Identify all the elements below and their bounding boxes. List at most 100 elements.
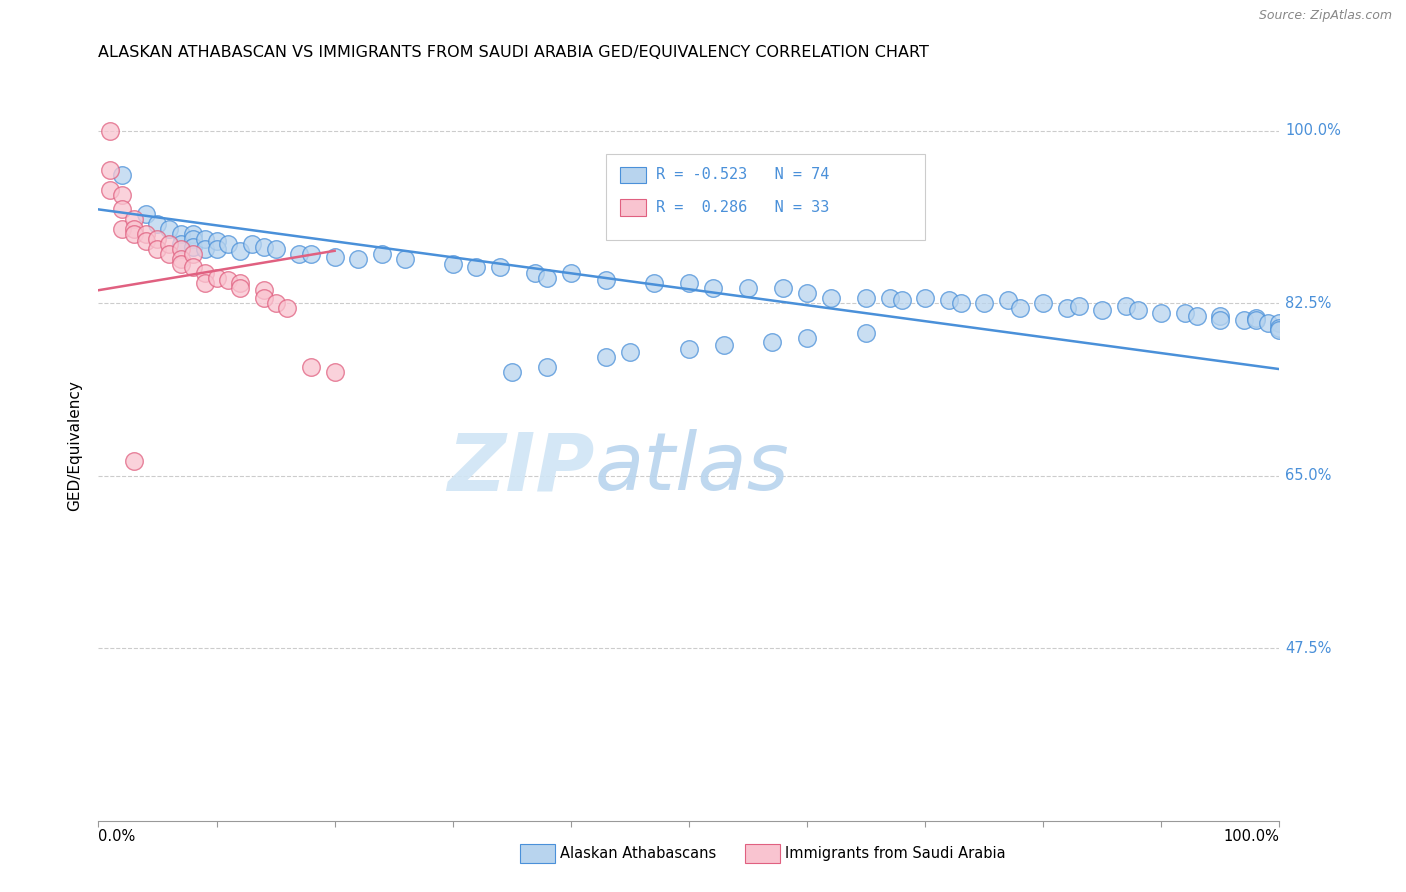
Point	[240, 236, 263, 251]
Text: R = -0.523   N = 74: R = -0.523 N = 74	[655, 168, 830, 182]
Point	[146, 217, 169, 231]
Point	[170, 236, 193, 251]
Point	[157, 222, 180, 236]
Point	[205, 271, 228, 285]
Point	[772, 281, 794, 295]
Point	[1091, 302, 1114, 317]
Point	[949, 296, 972, 310]
Point	[1209, 309, 1232, 323]
Point	[1268, 320, 1291, 334]
Point	[135, 227, 157, 241]
Point	[205, 242, 228, 256]
Point	[194, 277, 217, 291]
Text: 65.0%: 65.0%	[1285, 468, 1331, 483]
Point	[253, 240, 276, 254]
Point	[122, 227, 145, 241]
Point	[761, 335, 783, 350]
Text: atlas: atlas	[595, 429, 789, 508]
Point	[135, 234, 157, 248]
Point	[678, 277, 700, 291]
Point	[1115, 299, 1137, 313]
Point	[135, 207, 157, 221]
Point	[98, 183, 121, 197]
Point	[820, 291, 842, 305]
Point	[1126, 302, 1149, 317]
Point	[146, 232, 169, 246]
Point	[170, 242, 193, 256]
Point	[98, 123, 121, 137]
Point	[465, 260, 488, 274]
Point	[194, 232, 217, 246]
Point	[595, 351, 617, 365]
Point	[194, 242, 217, 256]
Point	[1257, 316, 1279, 330]
Point	[181, 232, 204, 246]
Point	[170, 252, 193, 266]
Point	[347, 252, 370, 266]
Text: R =  0.286   N = 33: R = 0.286 N = 33	[655, 200, 830, 215]
Point	[181, 260, 204, 274]
Point	[619, 345, 641, 359]
Point	[702, 281, 724, 295]
Point	[441, 257, 464, 271]
Point	[111, 202, 134, 217]
Point	[181, 246, 204, 260]
Text: Alaskan Athabascans: Alaskan Athabascans	[560, 847, 716, 861]
Point	[997, 293, 1019, 307]
Point	[796, 286, 818, 301]
Point	[938, 293, 960, 307]
Point	[914, 291, 936, 305]
Point	[536, 271, 558, 285]
Text: 0.0%: 0.0%	[98, 829, 135, 844]
Text: Immigrants from Saudi Arabia: Immigrants from Saudi Arabia	[785, 847, 1005, 861]
Point	[122, 222, 145, 236]
Point	[181, 240, 204, 254]
Point	[170, 227, 193, 241]
Point	[122, 454, 145, 468]
Point	[323, 365, 346, 379]
Point	[855, 291, 877, 305]
Point	[157, 236, 180, 251]
Point	[111, 222, 134, 236]
Point	[1209, 313, 1232, 327]
Point	[229, 281, 252, 295]
Point	[122, 212, 145, 227]
Point	[1150, 306, 1173, 320]
Text: 82.5%: 82.5%	[1285, 295, 1331, 310]
Point	[299, 246, 322, 260]
Text: 100.0%: 100.0%	[1223, 829, 1279, 844]
Point	[264, 296, 287, 310]
Point	[890, 293, 912, 307]
Point	[264, 242, 287, 256]
Point	[1174, 306, 1197, 320]
Point	[323, 250, 346, 264]
Text: ALASKAN ATHABASCAN VS IMMIGRANTS FROM SAUDI ARABIA GED/EQUIVALENCY CORRELATION C: ALASKAN ATHABASCAN VS IMMIGRANTS FROM SA…	[98, 45, 929, 61]
Point	[194, 267, 217, 281]
Point	[229, 244, 252, 258]
Point	[560, 267, 582, 281]
Point	[737, 281, 759, 295]
Point	[288, 246, 311, 260]
Point	[299, 360, 322, 375]
Point	[643, 277, 665, 291]
Point	[371, 246, 394, 260]
Point	[157, 246, 180, 260]
Text: ZIP: ZIP	[447, 429, 595, 508]
Point	[855, 326, 877, 340]
Point	[253, 283, 276, 297]
Point	[1244, 313, 1267, 327]
Point	[394, 252, 416, 266]
Text: Source: ZipAtlas.com: Source: ZipAtlas.com	[1258, 9, 1392, 22]
Point	[973, 296, 995, 310]
Point	[1268, 316, 1291, 330]
Point	[489, 260, 512, 274]
Point	[170, 257, 193, 271]
Point	[1185, 309, 1208, 323]
Point	[536, 360, 558, 375]
Point	[205, 234, 228, 248]
Point	[146, 242, 169, 256]
Point	[524, 267, 547, 281]
Point	[1244, 310, 1267, 325]
Point	[181, 227, 204, 241]
Point	[217, 273, 239, 287]
